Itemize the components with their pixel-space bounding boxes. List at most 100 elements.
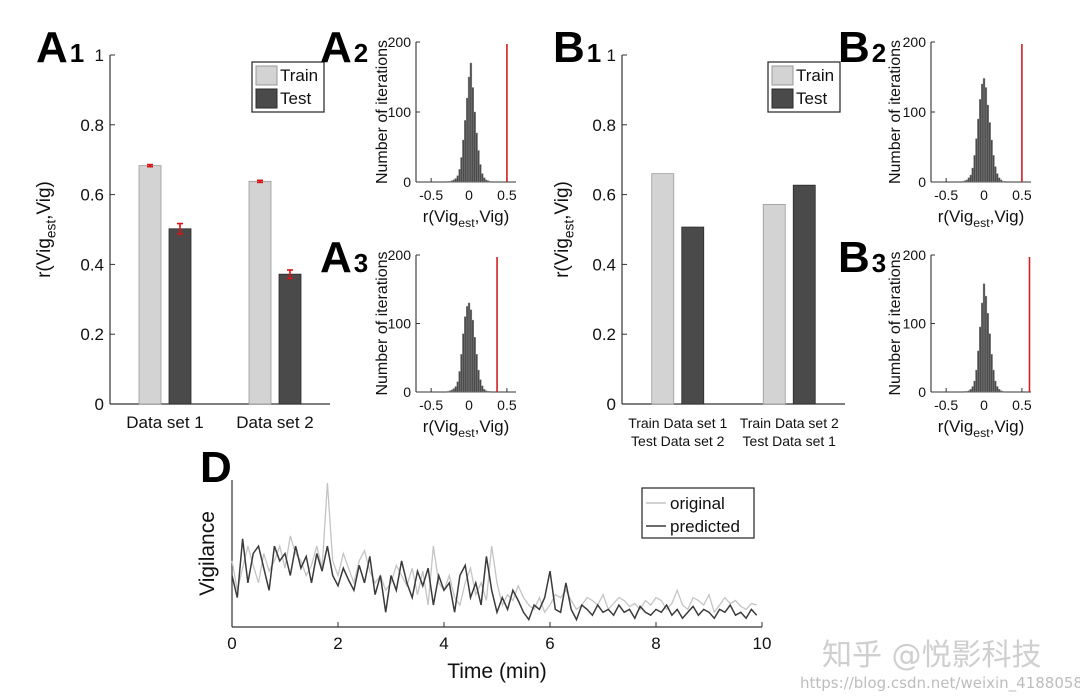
histogram-bin [996,387,998,392]
histogram-bin [478,370,480,392]
y-axis-label: Number of iterations [887,40,904,184]
panel-a1-bar-chart: A1 0 0.2 0.4 0.6 0.8 1 r(Vigest,Vig) Data set 1 D… [34,23,330,432]
y-tick-label: 0.2 [592,325,616,344]
histogram-bin [453,180,455,182]
bar-train [249,181,271,404]
histogram-bin [1002,181,1004,182]
panel-d-line-chart: D 0 2 4 6 8 10 Time (min) Vigilance original predi… [196,443,771,683]
y-tick-label: 0 [918,174,926,190]
y-axis-label: Vigilance [196,511,219,596]
histogram-bin [483,389,485,392]
histogram-bin [983,284,985,392]
y-tick-label: 100 [388,104,412,120]
panel-b2-histogram: B2 0 100 200 -0.5 0 0.5 Number of iterations r(V… [838,23,1032,230]
y-tick-label: 1 [607,46,616,65]
y-axis-label: Number of iterations [374,251,391,395]
histogram-bin [470,63,472,182]
histogram-bin [462,334,464,392]
x-tick-label: 0.5 [497,397,517,413]
y-tick-label: 100 [903,316,927,332]
y-axis-label: r(Vigest,Vig) [552,181,577,278]
x-tick-label: 2 [333,634,342,653]
y-axis-label: r(Vigest,Vig) [34,181,59,278]
histogram-bin [983,78,985,182]
histogram-bin [461,158,463,183]
histogram-bin [483,178,485,182]
y-axis-label: Number of iterations [374,40,391,184]
legend-label: Train [796,66,834,85]
histogram-bin [451,390,453,392]
histogram-bin [968,391,970,392]
histogram-bin [976,370,978,392]
histogram-bin [970,389,972,392]
histogram-bin [966,180,968,182]
histogram-bin [998,178,1000,182]
histogram-bin [972,387,974,392]
histogram-bin [468,303,470,392]
x-axis-label: r(Vigest,Vig) [938,207,1025,230]
y-axis-label: Number of iterations [887,251,904,395]
panel-label: A2 [320,23,368,72]
figure: A100.20.40.60.81r(Vigest,Vig)Data set 1D… [0,0,1080,697]
x-tick-label: -0.5 [934,397,958,413]
histogram-bin [464,120,466,182]
y-tick-label: 0 [607,395,616,414]
panel-label: D [200,443,232,492]
histogram-bin [974,155,976,182]
panel-a2-histogram: A2 0 100 200 -0.5 0 0.5 Number of iterations r(V… [320,23,517,230]
histogram-bin [998,389,1000,392]
category-label: Data set 2 [236,413,314,432]
histogram-bin [470,310,472,392]
x-tick-label: 10 [753,634,772,653]
y-tick-label: 0 [95,395,104,414]
histogram-bin [472,320,474,392]
histogram-bin [996,174,998,182]
x-tick-label: 0.5 [1012,397,1032,413]
histogram-bin [462,140,464,182]
y-tick-label: 0.6 [592,186,616,205]
panel-label: A3 [320,233,368,282]
panel-label: B2 [838,23,886,72]
histogram-bin [468,77,470,182]
histogram-bin [449,181,451,182]
histogram-bin [977,351,979,392]
histogram-bin [481,386,483,392]
histogram-bin [489,181,491,182]
legend-swatch [772,66,793,85]
histogram-bin [989,123,991,183]
x-tick-label: -0.5 [419,187,443,203]
histogram-bin [970,175,972,182]
histogram-bin [979,99,981,182]
category-label: Data set 1 [126,413,204,432]
legend-swatch [256,89,277,108]
y-tick-label: 0.8 [80,116,104,135]
histogram-bin [472,88,474,183]
histogram-bin [479,165,481,183]
histogram-bin [487,181,489,182]
histogram-bin [459,169,461,182]
panel-label: B1 [553,23,601,72]
histogram-bin [991,354,993,392]
histogram-bin [478,151,480,183]
y-tick-label: 200 [903,247,927,263]
y-tick-label: 0.4 [80,255,104,274]
y-tick-label: 200 [903,34,927,50]
histogram-bin [489,391,491,392]
histogram-bin [981,84,983,182]
histogram-bin [974,381,976,392]
panel-a3-histogram: A3 0 100 200 -0.5 0 0.5 Number of iterations r(V… [320,233,517,440]
legend-label: Test [796,89,827,108]
histogram-bin [476,133,478,182]
x-tick-label: 8 [651,634,660,653]
bar-test [682,227,704,404]
panel-label: B3 [838,233,886,282]
y-tick-label: 1 [95,46,104,65]
histogram-bin [993,370,995,392]
x-tick-label: 0 [980,187,988,203]
x-tick-label: 4 [439,634,448,653]
histogram-bin [976,139,978,182]
histogram-bin [977,119,979,182]
histogram-bin [466,306,468,392]
category-label: Test Data set 2 [631,433,725,449]
histogram-bin [989,334,991,392]
